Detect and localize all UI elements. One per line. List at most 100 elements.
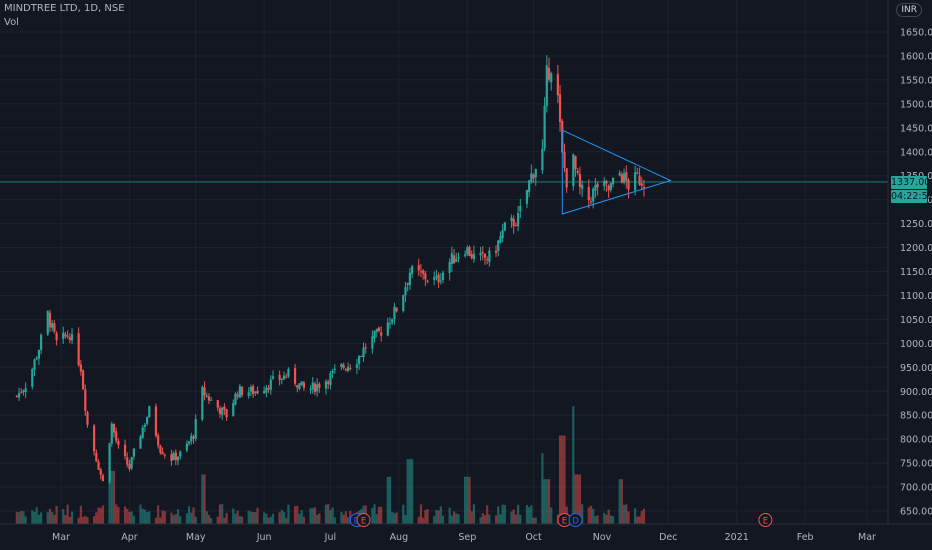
candle-body [333,368,336,370]
candle-body [611,177,615,185]
candle-body [93,425,96,452]
candle-body [280,378,283,380]
volume-bar [457,514,460,524]
candle-body [572,154,575,187]
volume-bar [452,511,456,524]
candle-body [578,174,582,188]
currency-badge[interactable]: INR [896,3,922,17]
time-tick-label: 2021 [725,532,749,543]
volume-bar [530,505,533,524]
volume-bar [216,516,219,524]
time-tick-label: May [186,532,206,543]
time-tick-label: Apr [121,532,138,543]
candle-body [51,323,54,328]
candle-body [287,368,290,377]
volume-bar [68,516,71,524]
candle-body [265,387,268,393]
candle-body [300,381,303,385]
volume-bar [139,504,142,524]
volume-bar [300,510,303,524]
candle-body [479,252,482,256]
time-axis[interactable]: Mar Apr May Jun Jul Aug Sep Oct Nov Dec 2021 Feb Mar [52,532,876,543]
volume-bar [24,516,27,524]
volume-bar [84,516,87,524]
candle-body [194,419,197,439]
time-tick-label: Nov [593,532,612,543]
candle-body [344,369,347,371]
volume-bar [344,511,347,524]
candle-body [201,386,204,420]
volume-bar [298,513,301,524]
volume-bar [327,504,330,524]
candle-body [278,374,281,380]
volume-bar [499,514,502,524]
volume-bar [146,512,149,524]
volume-bar [185,513,188,524]
volume-bar [101,505,105,524]
price-tick-label: 1150.00 [900,267,932,278]
price-axis[interactable]: 650.00 700.00 750.00 800.00 850.00 900.00 950.… [900,28,932,518]
volume-bar [157,505,160,524]
candle-body [269,379,272,390]
volume-bar [285,518,288,524]
volume-bar [22,511,25,524]
volume-bar [441,515,445,524]
candle-body [558,94,562,123]
candle-body [517,213,520,227]
time-tick-label: Mar [52,532,70,543]
volume-bar [48,508,52,524]
volume-bar [603,512,606,524]
candle-body [203,387,206,396]
event-marker [758,513,773,527]
price-tick-label: 750.00 [900,459,932,470]
candle-body [618,172,621,176]
volume-bar [497,506,500,524]
volume-bar [375,514,378,524]
volume-bar [638,516,641,524]
volume-bar [132,515,135,524]
candle-body [426,280,429,282]
chart-grid [0,0,888,524]
candle-body [625,172,628,181]
candle-body [402,294,405,311]
candle-body [510,217,513,222]
candle-body [285,376,288,378]
volume-bar [331,507,334,524]
volume-bar [596,515,599,524]
volume-bar [117,506,120,524]
candle-body [642,187,646,189]
candle-body [422,270,425,274]
volume-bar [563,435,566,524]
candle-body [64,334,67,337]
candle-body [373,331,376,339]
price-tick-label: 700.00 [900,483,932,494]
volume-bar [634,508,637,524]
candle-body [68,337,71,341]
volume-bar [128,511,131,524]
volume-bar [620,479,623,524]
volume-bar [205,511,208,524]
candle-body [486,259,489,261]
volume-bar [574,474,577,524]
candle-body [450,253,453,264]
volume-bar [510,511,513,524]
volume-bar [130,511,133,524]
candle-body [192,436,195,439]
volume-bar [123,506,127,524]
volume-bar [373,504,376,524]
candle-body [256,390,259,394]
price-tick-label: 1050.00 [900,315,932,326]
volume-bar [221,504,224,524]
candle-body [329,373,332,385]
candle-body [640,183,643,186]
candle-body [494,250,498,253]
volume-bar [437,510,440,524]
candle-body [622,173,626,183]
candle-body [252,385,255,395]
volume-bar [466,476,469,524]
candle-body [296,384,299,388]
event-markers: DEEDE [349,513,773,527]
candle-body [190,435,193,442]
candle-body [581,184,584,189]
